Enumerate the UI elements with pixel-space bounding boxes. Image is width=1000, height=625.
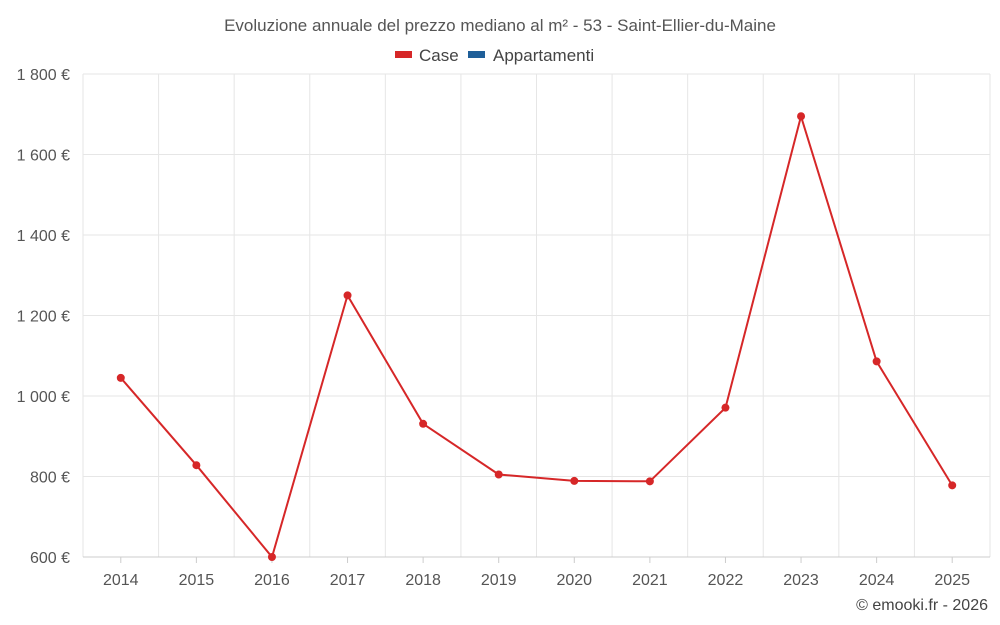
chart-title: Evoluzione annuale del prezzo mediano al… — [224, 16, 776, 35]
data-point[interactable] — [116, 373, 125, 382]
data-point[interactable] — [948, 481, 957, 490]
data-point[interactable] — [645, 477, 654, 486]
legend-swatch-case — [395, 51, 412, 58]
data-point[interactable] — [267, 553, 276, 561]
data-point[interactable] — [872, 357, 881, 366]
y-tick-label: 600 € — [30, 550, 70, 567]
legend-swatch-appartamenti — [468, 51, 485, 58]
x-tick-label: 2024 — [859, 572, 895, 589]
legend-label-appartamenti: Appartamenti — [493, 46, 594, 65]
x-tick-label: 2017 — [330, 572, 366, 589]
x-tick-label: 2022 — [708, 572, 744, 589]
y-tick-label: 1 800 € — [17, 67, 70, 84]
data-point[interactable] — [192, 461, 201, 470]
y-axis-tick-labels: 600 € 800 € 1 000 € 1 200 € 1 400 € 1 600 € 1 … — [17, 67, 70, 567]
legend-item-case[interactable]: Case — [395, 46, 459, 65]
x-tick-label: 2023 — [783, 572, 819, 589]
series-line — [120, 112, 954, 560]
data-point[interactable] — [343, 291, 352, 300]
data-point[interactable] — [721, 403, 730, 412]
vertical-gridlines — [82, 74, 991, 557]
y-tick-label: 1 600 € — [17, 148, 70, 165]
data-point[interactable] — [419, 419, 428, 428]
data-point[interactable] — [797, 112, 806, 121]
x-tick-label: 2018 — [405, 572, 441, 589]
x-tick-label: 2021 — [632, 572, 668, 589]
x-tick-label: 2016 — [254, 572, 290, 589]
credit-text: © emooki.fr - 2026 — [856, 597, 988, 614]
data-point[interactable] — [494, 470, 503, 479]
legend-item-appartamenti[interactable]: Appartamenti — [468, 46, 594, 65]
legend: Case Appartamenti — [395, 46, 594, 65]
x-tick-label: 2015 — [179, 572, 215, 589]
legend-label-case: Case — [419, 46, 459, 65]
x-tick-label: 2014 — [103, 572, 139, 589]
x-axis-tick-labels: 2014 2015 2016 2017 2018 2019 2020 2021 2022 2023… — [103, 557, 970, 589]
y-tick-label: 1 000 € — [17, 389, 70, 406]
y-tick-label: 1 400 € — [17, 228, 70, 245]
y-tick-label: 1 200 € — [17, 309, 70, 326]
x-tick-label: 2019 — [481, 572, 517, 589]
series-case — [116, 112, 957, 561]
data-point[interactable] — [570, 476, 579, 485]
x-tick-label: 2025 — [934, 572, 970, 589]
x-tick-label: 2020 — [556, 572, 592, 589]
y-tick-label: 800 € — [30, 470, 70, 487]
